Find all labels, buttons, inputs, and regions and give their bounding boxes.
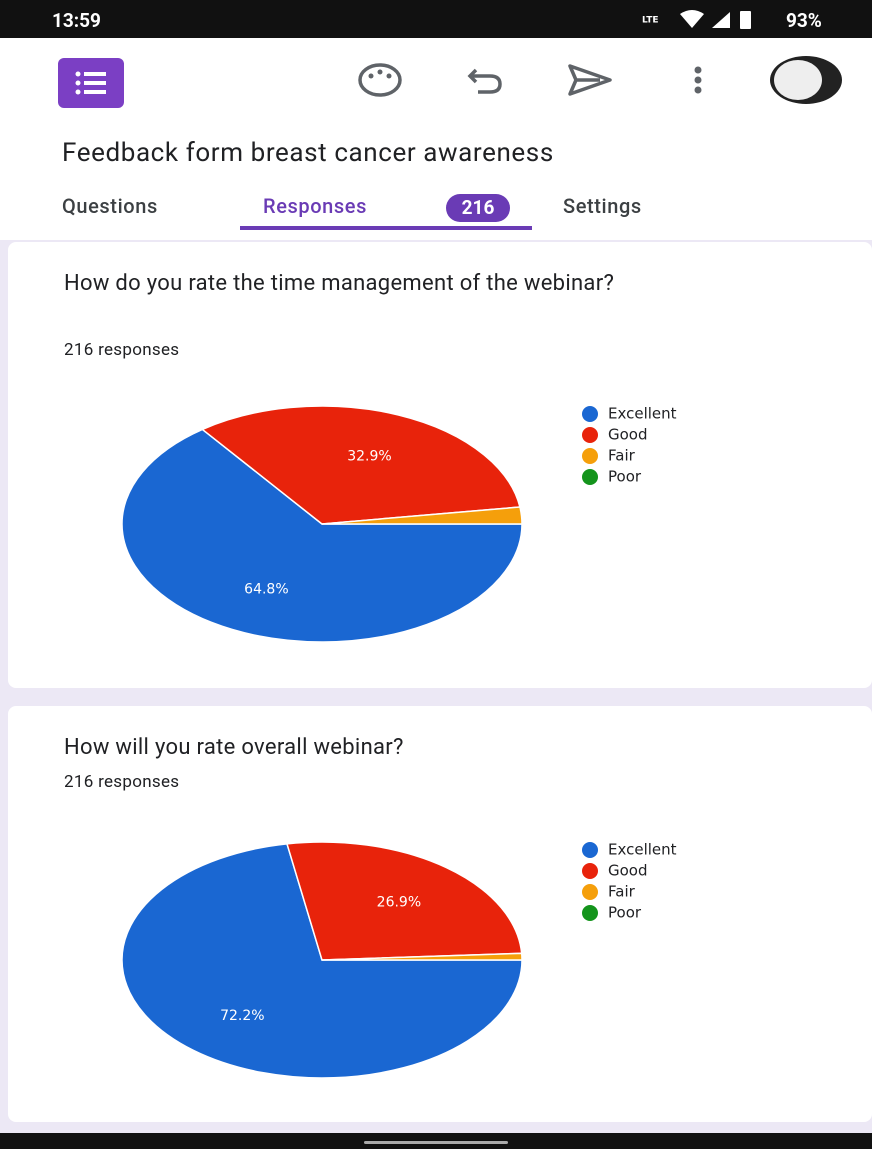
tab[interactable]: Settings [563,194,642,218]
data-label: 64.8% [244,581,288,597]
legend-label: Excellent [608,405,677,423]
legend-swatch [582,406,598,422]
legend-swatch [582,863,598,879]
form-title: Feedback form breast cancer awareness [62,138,554,168]
send-icon[interactable] [570,66,610,94]
more-icon[interactable] [695,67,702,94]
status-icons: LTE [640,8,780,32]
status-bar: 13:59 LTE 93% [0,0,872,38]
chart: 64.8% 32.9% Excellent Good Fair Poor [8,242,872,688]
app-bar: Feedback form breast cancer awareness Qu… [0,38,872,240]
legend-label: Good [608,426,648,444]
legend-swatch [582,884,598,900]
chart-card: How will you rate overall webinar? 216 r… [8,706,872,1122]
page: {"status_bar": {"time": "13:59", "batter… [0,0,872,1149]
legend-label: Fair [608,447,636,465]
nav-bar [0,1133,872,1149]
tab[interactable]: Questions [62,194,158,218]
svg-text:LTE: LTE [642,16,659,26]
legend-swatch [582,469,598,485]
response-count: 216 [446,196,510,219]
legend-swatch [582,427,598,443]
data-label: 72.2% [220,1008,264,1024]
home-handle[interactable] [364,1141,508,1144]
legend-label: Poor [608,468,642,486]
data-label: 32.9% [347,448,391,464]
legend-swatch [582,448,598,464]
avatar[interactable] [770,56,842,104]
legend-label: Fair [608,883,636,901]
palette-icon[interactable] [360,65,400,95]
legend-swatch [582,905,598,921]
legend-label: Good [608,862,648,880]
battery: 93% [786,9,822,32]
legend-swatch [582,842,598,858]
chart-card: How do you rate the time management of t… [8,242,872,688]
legend-label: Excellent [608,841,677,859]
legend-label: Poor [608,904,642,922]
tab[interactable]: Responses [263,194,367,218]
data-label: 26.9% [377,895,421,911]
undo-icon[interactable] [470,70,500,92]
chart: 72.2% 26.9% Excellent Good Fair Poor [8,706,872,1122]
clock: 13:59 [52,9,101,32]
